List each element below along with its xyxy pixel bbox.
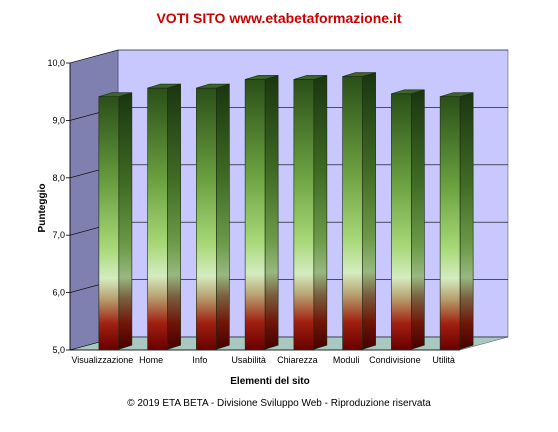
y-axis-ticks: 5,0 6,0 7,0 8,0 9,0 10,0 (47, 58, 460, 355)
bar (244, 75, 279, 350)
x-tick-label: Moduli (333, 355, 360, 365)
x-tick-label: Utilità (432, 355, 455, 365)
y-tick-label: 8,0 (52, 173, 65, 183)
bar (147, 83, 181, 350)
bar-front (391, 93, 412, 350)
bar-front (196, 87, 217, 350)
bar (196, 83, 230, 350)
x-tick-label: Condivisione (369, 355, 421, 365)
x-tick-label: Chiarezza (277, 355, 318, 365)
bar-front (98, 96, 120, 350)
x-tick-label: Visualizzazione (71, 355, 133, 365)
bar-top (196, 83, 230, 89)
x-tick-label: Home (139, 355, 163, 365)
gridline-side (69, 49, 119, 64)
bar (342, 72, 376, 350)
bar (439, 92, 474, 350)
bar-top (342, 72, 376, 77)
x-tick-label: Info (192, 355, 207, 365)
bar-side (167, 83, 181, 350)
bar-top (440, 92, 474, 97)
bar-side (459, 92, 474, 350)
x-tick-label: Usabilità (231, 355, 266, 365)
bar-side (362, 72, 376, 350)
x-axis-title: Elementi del sito (230, 376, 309, 387)
bar-top (98, 92, 132, 97)
y-tick-label: 10,0 (47, 58, 65, 68)
bar-top (391, 89, 425, 95)
bar (293, 75, 328, 350)
bars (98, 72, 474, 350)
bar-side (411, 89, 425, 350)
footer-copyright: © 2019 ETA BETA - Divisione Sviluppo Web… (127, 398, 431, 409)
bar-top (245, 75, 279, 80)
y-tick-label: 5,0 (52, 345, 65, 355)
bar (98, 92, 133, 350)
y-tick-label: 9,0 (52, 115, 65, 125)
bar-front (439, 96, 461, 350)
x-axis-labels: Visualizzazione Home Info Usabilità Chiarezz… (71, 355, 454, 365)
bar-side (313, 75, 328, 350)
y-tick-label: 6,0 (52, 288, 65, 298)
bar-front (244, 79, 266, 350)
bar-front (293, 79, 315, 350)
bar-front (147, 87, 168, 350)
y-tick-label: 7,0 (52, 230, 65, 240)
bar-side (118, 92, 133, 350)
bar-top (293, 75, 327, 80)
chart-title: VOTI SITO www.etabetaformazione.it (156, 10, 402, 26)
bar-top (147, 83, 181, 89)
y-axis-title: Punteggio (37, 184, 48, 233)
bar (391, 89, 425, 350)
bar-side (216, 83, 230, 350)
bar-side (264, 75, 279, 350)
bar-front (342, 76, 363, 350)
